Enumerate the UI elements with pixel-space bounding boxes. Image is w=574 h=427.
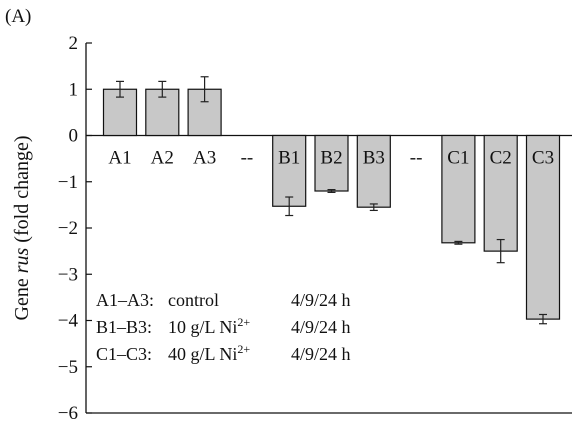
bar <box>525 134 561 320</box>
legend-group: C1–C3: <box>96 344 152 364</box>
legend-times: 4/9/24 h <box>291 344 351 364</box>
panel-label: (A) <box>5 6 31 27</box>
bar-label: C1 <box>447 148 469 169</box>
legend-treatment-text: control <box>168 290 219 310</box>
bar <box>356 134 391 208</box>
legend-superscript: 2+ <box>237 315 250 329</box>
legend-treatment: 40 g/L Ni2+ <box>168 342 250 364</box>
group-separator: -- <box>410 148 423 169</box>
bar-label: B1 <box>278 148 300 169</box>
legend: A1–A3: control 4/9/24 h B1–B3: 10 g/L Ni2+ 4/… <box>96 290 351 364</box>
y-tick-label: 1 <box>69 79 79 100</box>
bar-label: B2 <box>320 148 342 169</box>
bar-label: A2 <box>151 148 174 169</box>
y-axis-label: Gene rus (fold change) <box>11 136 33 321</box>
legend-times: 4/9/24 h <box>291 317 351 337</box>
legend-group: A1–A3: <box>96 290 154 310</box>
bar-label: B3 <box>363 148 385 169</box>
bar-label: C3 <box>532 148 554 169</box>
y-tick-label: −2 <box>58 218 78 239</box>
bar <box>483 134 518 252</box>
y-axis-label-suffix: (fold change) <box>11 136 33 248</box>
legend-superscript: 2+ <box>237 342 250 356</box>
y-axis-label-prefix: Gene <box>11 273 33 320</box>
category-labels: A1 A2 A3 -- B1 B2 B3 -- C1 C2 C3 <box>108 148 554 169</box>
bar <box>272 134 307 207</box>
bar-label: C2 <box>490 148 512 169</box>
y-tick-label: −1 <box>58 172 78 193</box>
legend-treatment: 10 g/L Ni2+ <box>168 315 250 337</box>
bar-label: A1 <box>108 148 131 169</box>
bar <box>441 134 476 244</box>
legend-treatment-text: 40 g/L Ni <box>168 344 237 364</box>
y-tick-label: −6 <box>58 403 78 424</box>
legend-times: 4/9/24 h <box>291 290 351 310</box>
y-tick-label: 2 <box>69 33 79 54</box>
legend-treatment: control <box>168 290 219 310</box>
y-axis-label-italic: rus <box>11 247 33 273</box>
group-separator: -- <box>241 148 254 169</box>
legend-group: B1–B3: <box>96 317 152 337</box>
y-tick-label: 0 <box>69 126 79 147</box>
y-tick-label: −4 <box>58 311 79 332</box>
bar-label: A3 <box>193 148 216 169</box>
legend-treatment-text: 10 g/L Ni <box>168 317 237 337</box>
y-tick-label: −5 <box>58 357 78 378</box>
bars <box>102 76 561 325</box>
y-tick-label: −3 <box>58 264 78 285</box>
